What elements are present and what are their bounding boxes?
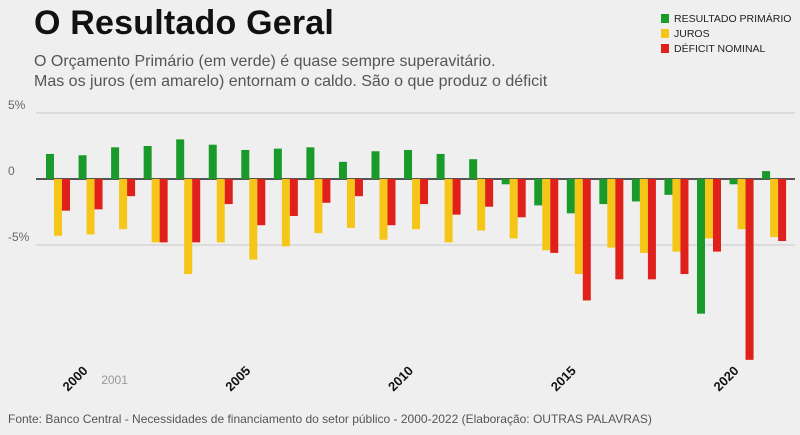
y-tick-label: -5%: [8, 230, 30, 244]
bar-deficit-2003: [159, 179, 168, 243]
chart-subtitle: O Orçamento Primário (em verde) é quase …: [34, 52, 547, 92]
bar-deficit-2018: [647, 179, 656, 280]
bar-deficit-2002: [127, 179, 136, 197]
bar-deficit-2001: [94, 179, 103, 210]
bar-deficit-2012: [452, 179, 461, 215]
bar-juros-2011: [412, 179, 421, 230]
bar-juros-2001: [86, 179, 95, 235]
subtitle-line-2: Mas os juros (em amarelo) entornam o cal…: [34, 73, 548, 90]
bar-primario-2019: [664, 179, 673, 195]
y-tick-label: 0: [8, 164, 15, 178]
bar-primario-2005: [208, 144, 217, 179]
y-tick-label: 5%: [8, 98, 26, 112]
legend-label: DÉFICIT NOMINAL: [674, 42, 766, 55]
source-note: Fonte: Banco Central - Necessidades de f…: [8, 412, 652, 426]
bar-deficit-2010: [387, 179, 396, 226]
bar-primario-2021: [729, 179, 738, 185]
bar-deficit-2008: [322, 179, 331, 203]
bar-juros-2009: [346, 179, 355, 228]
bar-primario-2020: [697, 179, 705, 314]
bar-juros-2004: [184, 179, 193, 275]
bar-deficit-2006: [257, 179, 266, 226]
legend-swatch-green: [661, 14, 669, 23]
bar-primario-2011: [404, 149, 413, 179]
bar-primario-2018: [631, 179, 640, 202]
bar-primario-2013: [469, 159, 478, 179]
bar-deficit-2000: [62, 179, 70, 211]
bar-primario-2017: [599, 179, 608, 205]
bar-primario-2004: [176, 139, 185, 179]
bar-primario-2022: [762, 171, 771, 179]
bar-primario-2006: [241, 149, 250, 179]
bar-juros-2014: [509, 179, 518, 239]
bar-juros-2022: [770, 179, 779, 238]
bar-primario-2000: [46, 153, 54, 179]
bar-deficit-2020: [713, 179, 721, 252]
bar-deficit-2004: [192, 179, 201, 243]
bar-deficit-2009: [354, 179, 363, 197]
bar-juros-2002: [119, 179, 128, 230]
bar-primario-2016: [566, 179, 575, 214]
bar-primario-2015: [534, 179, 543, 206]
bar-primario-2010: [371, 151, 380, 179]
bar-juros-2013: [477, 179, 486, 231]
bar-deficit-2022: [778, 179, 787, 242]
bar-juros-2005: [216, 179, 225, 243]
bar-deficit-2011: [420, 179, 429, 205]
bar-juros-2020: [705, 179, 713, 239]
bar-juros-2016: [574, 179, 583, 275]
legend-swatch-red: [661, 44, 669, 53]
chart-legend: RESULTADO PRIMÁRIO JUROS DÉFICIT NOMINAL: [661, 11, 791, 56]
bar-primario-2014: [501, 179, 510, 185]
bar-juros-2019: [672, 179, 681, 252]
bar-juros-2017: [607, 179, 616, 248]
bar-deficit-2021: [745, 179, 754, 360]
bar-juros-2018: [639, 179, 648, 253]
x-tick-label-2020: 2020: [711, 363, 742, 394]
chart-title: O Resultado Geral: [34, 4, 335, 42]
bar-primario-2001: [78, 155, 87, 179]
bar-juros-2008: [314, 179, 323, 234]
x-tick-label-2015: 2015: [548, 363, 579, 394]
legend-item-deficit: DÉFICIT NOMINAL: [661, 41, 791, 56]
bar-deficit-2015: [550, 179, 559, 253]
bar-primario-2007: [273, 148, 282, 179]
bar-primario-2002: [111, 147, 120, 179]
x-tick-label-2000: 2000: [60, 363, 91, 394]
legend-item-juros: JUROS: [661, 26, 791, 41]
legend-item-primario: RESULTADO PRIMÁRIO: [661, 11, 791, 26]
bar-juros-2003: [151, 179, 160, 243]
bar-juros-2010: [379, 179, 388, 240]
bar-deficit-2019: [680, 179, 689, 275]
bar-primario-2009: [338, 161, 347, 179]
bar-deficit-2005: [224, 179, 233, 205]
bar-deficit-2013: [485, 179, 494, 207]
x-tick-label-2005: 2005: [222, 363, 253, 394]
bar-primario-2012: [436, 153, 445, 179]
bar-juros-2006: [249, 179, 258, 260]
x-tick-label-2010: 2010: [385, 363, 416, 394]
bar-juros-2012: [444, 179, 453, 243]
bar-deficit-2016: [582, 179, 591, 301]
legend-swatch-yellow: [661, 29, 669, 38]
bar-primario-2008: [306, 147, 315, 179]
legend-label: RESULTADO PRIMÁRIO: [674, 12, 792, 25]
bar-juros-2007: [281, 179, 290, 247]
bar-deficit-2017: [615, 179, 624, 280]
bar-juros-2021: [737, 179, 746, 230]
subtitle-line-1: O Orçamento Primário (em verde) é quase …: [34, 53, 496, 70]
bar-deficit-2007: [289, 179, 298, 216]
legend-label: JUROS: [674, 27, 710, 40]
bar-juros-2000: [54, 179, 62, 236]
bar-primario-2003: [143, 146, 152, 179]
bar-juros-2015: [542, 179, 551, 251]
bar-deficit-2014: [517, 179, 526, 218]
x-tick-label-2001: 2001: [101, 373, 128, 387]
